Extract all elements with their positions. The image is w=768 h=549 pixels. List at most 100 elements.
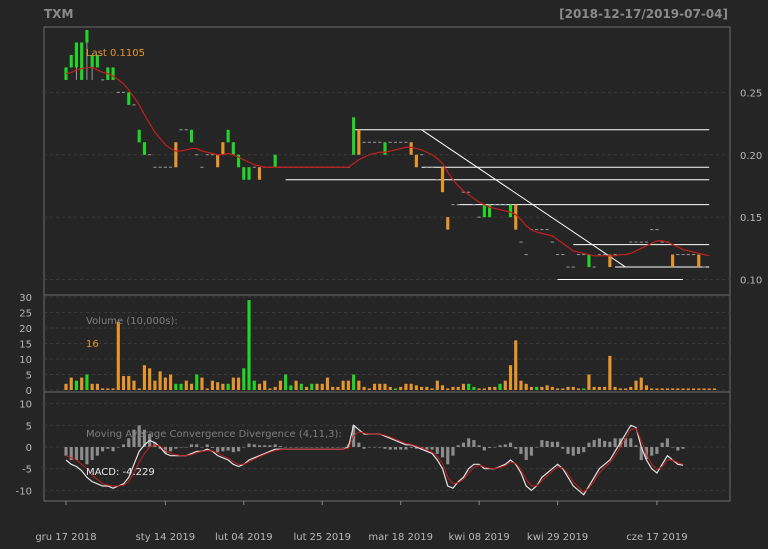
candle-body bbox=[697, 254, 701, 268]
candle-body bbox=[587, 254, 591, 268]
volume-bar bbox=[451, 386, 455, 390]
candle-body bbox=[127, 92, 131, 105]
macd-histogram-bar bbox=[137, 425, 141, 447]
macd-histogram-bar bbox=[263, 445, 267, 447]
macd-histogram-bar bbox=[111, 447, 115, 452]
macd-histogram-bar bbox=[95, 447, 99, 456]
volume-bar bbox=[707, 388, 711, 390]
macd-histogram-bar bbox=[284, 447, 288, 448]
macd-histogram-bar bbox=[556, 441, 560, 447]
macd-histogram-bar bbox=[482, 447, 486, 451]
macd-histogram-bar bbox=[80, 447, 84, 460]
volume-bar bbox=[325, 377, 330, 390]
candle-body bbox=[446, 217, 450, 230]
volume-bar bbox=[257, 383, 262, 390]
volume-bar bbox=[289, 385, 293, 390]
volume-bar bbox=[550, 386, 554, 390]
candle-body bbox=[137, 129, 141, 143]
volume-tick-label: 30 bbox=[19, 293, 32, 304]
macd-histogram-bar bbox=[498, 445, 502, 447]
macd-histogram-bar bbox=[634, 445, 638, 447]
macd-y-axis: 10 5 0 -5 -10 bbox=[16, 400, 32, 498]
date-range: [2018-12-17/2019-07-04] bbox=[559, 7, 728, 21]
macd-histogram-bar bbox=[90, 447, 94, 460]
macd-histogram-bar bbox=[524, 447, 528, 460]
volume-bar bbox=[367, 388, 371, 390]
volume-bar bbox=[420, 386, 424, 390]
macd-histogram-bar bbox=[179, 447, 183, 448]
candle-body bbox=[221, 142, 225, 155]
macd-histogram-bar bbox=[69, 447, 73, 460]
volume-bar bbox=[388, 386, 392, 390]
volume-bar bbox=[106, 388, 110, 390]
candle-body bbox=[514, 204, 518, 230]
volume-tick-label: 25 bbox=[19, 309, 32, 320]
volume-bar bbox=[582, 388, 586, 390]
candle-body bbox=[85, 30, 89, 43]
ma-line bbox=[65, 66, 710, 257]
volume-bar bbox=[179, 383, 183, 390]
volume-bar bbox=[378, 383, 382, 390]
volume-bar bbox=[357, 380, 361, 390]
volume-bar bbox=[304, 386, 309, 390]
x-tick-label: lut 04 2019 bbox=[215, 532, 273, 543]
volume-bar bbox=[529, 386, 533, 390]
candle-body bbox=[95, 54, 99, 68]
macd-histogram-bar bbox=[341, 447, 345, 448]
x-tick-label: lut 25 2019 bbox=[293, 532, 351, 543]
macd-histogram-bar bbox=[529, 447, 533, 456]
macd-histogram-bar bbox=[393, 447, 398, 450]
macd-lines bbox=[64, 424, 685, 496]
volume-bar bbox=[336, 386, 340, 390]
volume-bar bbox=[64, 383, 68, 390]
candle-body bbox=[273, 154, 277, 168]
macd-histogram-bar bbox=[226, 447, 230, 451]
macd-histogram-bar bbox=[331, 447, 335, 448]
macd-histogram-bar bbox=[430, 447, 434, 450]
volume-bar bbox=[671, 388, 675, 390]
macd-histogram-bar bbox=[289, 447, 293, 448]
macd-histogram-bar bbox=[378, 447, 382, 448]
macd-histogram-bar bbox=[242, 447, 246, 448]
macd-histogram-bar bbox=[676, 447, 680, 451]
candle-body bbox=[247, 167, 251, 180]
macd-histogram-bar bbox=[336, 447, 340, 448]
volume-bar bbox=[634, 380, 638, 390]
candle-body bbox=[482, 204, 486, 218]
macd-histogram-bar bbox=[681, 447, 685, 449]
volume-bar bbox=[226, 383, 230, 390]
macd-histogram-bar bbox=[576, 447, 581, 454]
volume-bar bbox=[686, 388, 690, 390]
macd-histogram-bar bbox=[587, 442, 591, 447]
macd-histogram-bar bbox=[519, 447, 523, 454]
volume-bar bbox=[242, 368, 246, 390]
macd-histogram-bar bbox=[404, 447, 408, 450]
macd-histogram-bar bbox=[101, 447, 105, 452]
volume-bar bbox=[404, 383, 408, 390]
candle-body bbox=[69, 54, 73, 68]
candle-body bbox=[257, 167, 262, 180]
macd-histogram-bar bbox=[64, 447, 68, 456]
candle-body bbox=[231, 142, 235, 155]
volume-bar bbox=[414, 385, 418, 390]
macd-histogram-bar bbox=[451, 447, 455, 456]
volume-bar bbox=[331, 386, 335, 390]
volume-tick-label: 15 bbox=[19, 340, 32, 351]
volume-bar bbox=[681, 388, 685, 390]
volume-bar bbox=[69, 377, 73, 390]
volume-bar bbox=[435, 380, 439, 390]
volume-bar bbox=[676, 388, 680, 390]
macd-histogram-bar bbox=[106, 447, 110, 449]
macd-histogram-bar bbox=[85, 447, 89, 465]
volume-bar bbox=[446, 388, 450, 390]
last-price-label: Last 0.1105 bbox=[86, 48, 145, 59]
macd-histogram-bar bbox=[650, 447, 654, 456]
macd-tick-label: 0 bbox=[26, 443, 32, 454]
volume-bar bbox=[697, 388, 701, 390]
volume-bar bbox=[111, 388, 115, 390]
candle-body bbox=[508, 204, 513, 218]
support-lines bbox=[285, 129, 710, 281]
volume-bar bbox=[660, 388, 664, 390]
volume-bar bbox=[184, 380, 188, 390]
